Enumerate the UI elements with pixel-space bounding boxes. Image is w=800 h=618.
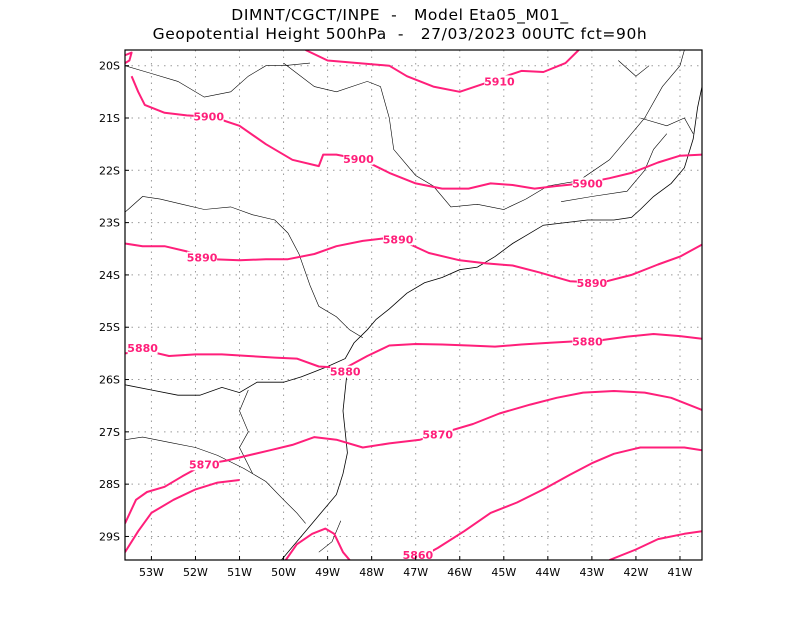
contour-label: 5870 (189, 458, 220, 471)
plot-area: 5910 5900 5900 5900 5890 5890 5890 5880 5880 5880… (125, 50, 702, 562)
state-border (283, 62, 526, 210)
lon-tick-label: 49W (315, 566, 340, 579)
contour-label-bg (383, 233, 414, 246)
state-border (125, 62, 311, 98)
state-border (125, 436, 306, 524)
lat-tick-label: 23S (99, 217, 120, 230)
lat-tick-label: 21S (99, 112, 120, 125)
contour-label: 5860 (403, 549, 434, 562)
contour-label-bg (193, 110, 224, 123)
lat-tick-label: 26S (99, 374, 120, 387)
contour-label-bg (402, 548, 433, 560)
lat-tick-label: 22S (99, 164, 120, 177)
contour-5910 (305, 50, 580, 93)
contour-label: 5890 (383, 233, 414, 246)
contour-5870 (125, 390, 702, 524)
contour-label: 5900 (343, 153, 374, 166)
contour-5880 (125, 333, 702, 369)
contour-label: 5880 (127, 342, 158, 355)
map-frame (124, 49, 703, 561)
coastline-south (281, 369, 348, 560)
contour-label: 5900 (572, 177, 603, 190)
contour-label-bg (422, 428, 453, 441)
state-border (318, 520, 342, 553)
state-border (239, 389, 253, 474)
contour-label: 5870 (422, 428, 453, 441)
lon-tick-label: 42W (623, 566, 648, 579)
state-border (561, 133, 668, 202)
contour-label-bg (576, 276, 607, 289)
lon-tick-label: 46W (447, 566, 472, 579)
contour-5860 (415, 446, 702, 560)
contour-5860 (284, 527, 351, 560)
lat-tick-label: 24S (99, 269, 120, 282)
coastline (125, 86, 702, 396)
contour-label-bg (189, 458, 220, 471)
contour-label-bg (343, 152, 374, 165)
chart-title-line2: Geopotential Height 500hPa - 27/03/2023 … (152, 25, 648, 43)
contour-label: 5900 (193, 110, 224, 123)
contour-label-bg (572, 177, 603, 190)
state-border (618, 60, 650, 77)
lat-tick-label: 20S (99, 60, 120, 73)
lon-tick-label: 47W (403, 566, 428, 579)
contour-label: 5880 (330, 366, 361, 379)
lon-tick-label: 53W (139, 566, 164, 579)
lon-tick-label: 50W (271, 566, 296, 579)
lon-tick-label: 52W (183, 566, 208, 579)
lat-tick-label: 25S (99, 321, 120, 334)
contour-label: 5880 (572, 335, 603, 348)
lon-tick-label: 43W (579, 566, 604, 579)
contour-label: 5890 (187, 252, 218, 265)
state-border (125, 196, 363, 338)
lon-tick-label: 48W (359, 566, 384, 579)
contour-label-bg (484, 75, 515, 88)
contour-label-bg (187, 251, 218, 264)
contour-5900 (130, 75, 702, 190)
lon-tick-label: 41W (668, 566, 693, 579)
contour-label-bg (127, 342, 158, 355)
lon-tick-label: 51W (227, 566, 252, 579)
contour-label: 5910 (484, 75, 515, 88)
lat-tick-label: 28S (99, 478, 120, 491)
contour-label-bg (572, 335, 603, 348)
lat-tick-label: 27S (99, 426, 120, 439)
lon-tick-label: 45W (491, 566, 516, 579)
chart-title-line1: DIMNT/CGCT/INPE - Model Eta05_M01_ (231, 6, 569, 24)
state-border (640, 117, 694, 134)
contour-5910 (125, 51, 133, 64)
contour-5860 (609, 530, 702, 560)
contour-label: 5890 (577, 277, 608, 290)
contour-5870 (125, 479, 240, 553)
lat-tick-label: 29S (99, 530, 120, 543)
state-border (525, 50, 685, 200)
contour-label-bg (330, 365, 361, 378)
lon-tick-label: 44W (535, 566, 560, 579)
